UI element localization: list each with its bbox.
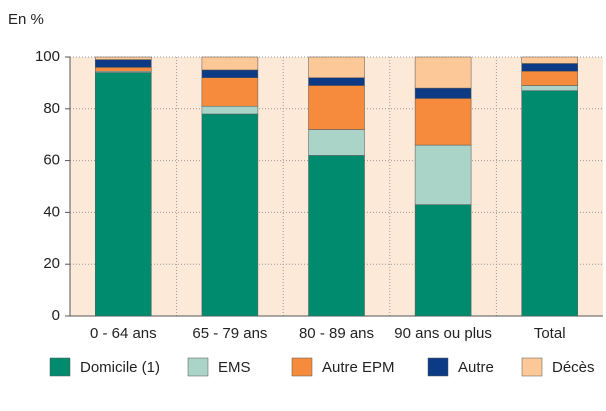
bar-segment — [308, 85, 365, 130]
bar-segment — [201, 113, 259, 317]
bar-segment — [95, 59, 152, 68]
bar-segment — [95, 67, 152, 72]
bar-segment — [308, 129, 365, 156]
bar-segment — [521, 63, 578, 72]
y-tick-label: 20 — [43, 255, 60, 272]
bar-segment — [521, 70, 578, 86]
bar-segment — [521, 85, 578, 91]
bar-segment — [95, 72, 152, 317]
y-tick-label: 0 — [52, 307, 60, 324]
bar-segment — [201, 77, 259, 107]
bar-segment — [414, 144, 472, 205]
bar-segment — [414, 87, 472, 99]
legend-swatch — [49, 357, 71, 377]
y-axis-label: En % — [8, 11, 44, 28]
legend-label: EMS — [218, 359, 251, 376]
legend-swatch — [291, 357, 313, 377]
bar-segment — [521, 90, 578, 317]
bar-segment — [201, 69, 259, 78]
legend-swatch — [187, 357, 209, 377]
x-tick-label: 90 ans ou plus — [394, 325, 492, 342]
x-tick-label: 65 - 79 ans — [192, 325, 267, 342]
x-tick-label: 80 - 89 ans — [299, 325, 374, 342]
legend-swatch — [427, 357, 449, 377]
legend-label: Domicile (1) — [80, 359, 160, 376]
legend-label: Autre — [458, 359, 494, 376]
legend-label: Décès — [552, 359, 595, 376]
y-tick-label: 80 — [43, 100, 60, 117]
legend-label: Autre EPM — [322, 359, 395, 376]
bar-segment — [201, 56, 259, 71]
bar-segment — [308, 77, 365, 86]
bar-segment — [521, 56, 578, 64]
bar-segment — [308, 56, 365, 78]
bar-segment — [95, 56, 152, 60]
bar-segment — [414, 56, 472, 89]
legend-swatch — [521, 357, 543, 377]
bar-segment — [308, 155, 365, 317]
x-tick-label: 0 - 64 ans — [90, 325, 157, 342]
y-tick-label: 40 — [43, 203, 60, 220]
bar-segment — [201, 105, 259, 115]
y-tick-label: 60 — [43, 152, 60, 169]
x-tick-label: Total — [534, 325, 566, 342]
bar-segment — [414, 204, 472, 317]
y-tick-label: 100 — [35, 48, 60, 65]
bar-segment — [414, 98, 472, 146]
